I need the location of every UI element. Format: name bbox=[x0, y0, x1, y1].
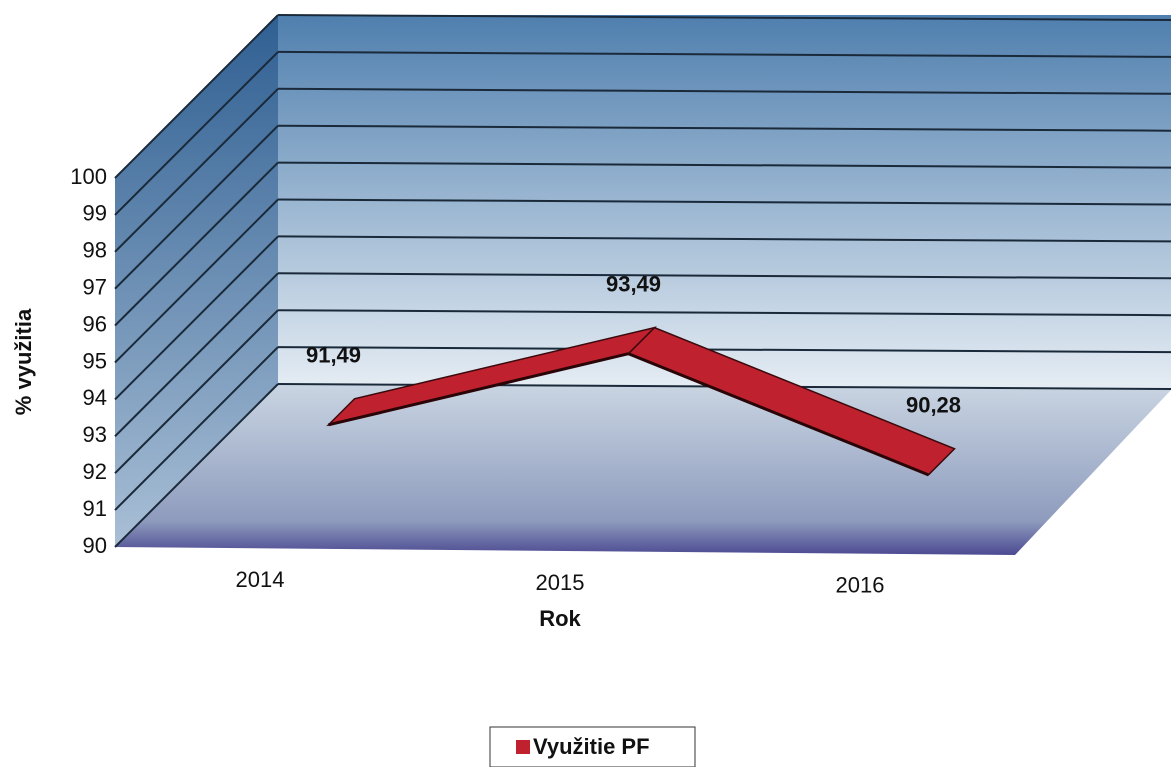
y-tick-label: 93 bbox=[83, 422, 107, 447]
grid-line bbox=[114, 346, 279, 511]
x-axis-title: Rok bbox=[539, 606, 581, 631]
y-tick-label: 98 bbox=[83, 238, 107, 263]
y-tick-label: 90 bbox=[83, 533, 107, 558]
line-edge bbox=[627, 352, 930, 477]
x-tick-label: 2014 bbox=[236, 567, 285, 592]
grid-line bbox=[114, 88, 279, 253]
y-tick-label: 92 bbox=[83, 459, 107, 484]
legend-label: Využitie PF bbox=[533, 734, 650, 759]
floor bbox=[115, 385, 1171, 555]
grid-line bbox=[277, 124, 1171, 132]
y-tick-label: 94 bbox=[83, 385, 107, 410]
y-tick-label: 97 bbox=[83, 275, 107, 300]
grid-line bbox=[114, 198, 279, 364]
grid-line bbox=[277, 14, 1171, 21]
y-tick-label: 95 bbox=[83, 348, 107, 373]
grid-line bbox=[277, 161, 1171, 169]
grid-line bbox=[277, 346, 1171, 354]
line-edge bbox=[328, 352, 629, 427]
y-tick-label: 96 bbox=[83, 311, 107, 336]
grid-line bbox=[277, 272, 1171, 280]
y-tick-label: 100 bbox=[70, 164, 107, 189]
grid-line bbox=[114, 14, 279, 179]
y-tick-label: 99 bbox=[83, 201, 107, 226]
x-tick-label: 2015 bbox=[536, 570, 585, 595]
grid-line bbox=[114, 235, 279, 401]
grid-line bbox=[114, 51, 279, 216]
grid-line bbox=[114, 383, 279, 548]
grid-line bbox=[114, 161, 279, 327]
data-label: 90,28 bbox=[906, 393, 961, 418]
grid-line bbox=[277, 50, 1171, 58]
y-tick-label: 91 bbox=[83, 496, 107, 521]
data-label: 93,49 bbox=[606, 271, 661, 296]
grid-line bbox=[114, 272, 279, 438]
grid-line bbox=[277, 87, 1171, 95]
grid-line bbox=[277, 198, 1171, 206]
grid-line bbox=[277, 309, 1171, 317]
grid-line bbox=[114, 124, 279, 290]
grid-line bbox=[277, 235, 1171, 243]
x-tick-label: 2016 bbox=[836, 572, 885, 597]
grid-line bbox=[114, 309, 279, 474]
legend-swatch bbox=[516, 740, 530, 754]
data-label: 91,49 bbox=[306, 343, 361, 368]
y-axis-title: % využitia bbox=[11, 308, 36, 415]
